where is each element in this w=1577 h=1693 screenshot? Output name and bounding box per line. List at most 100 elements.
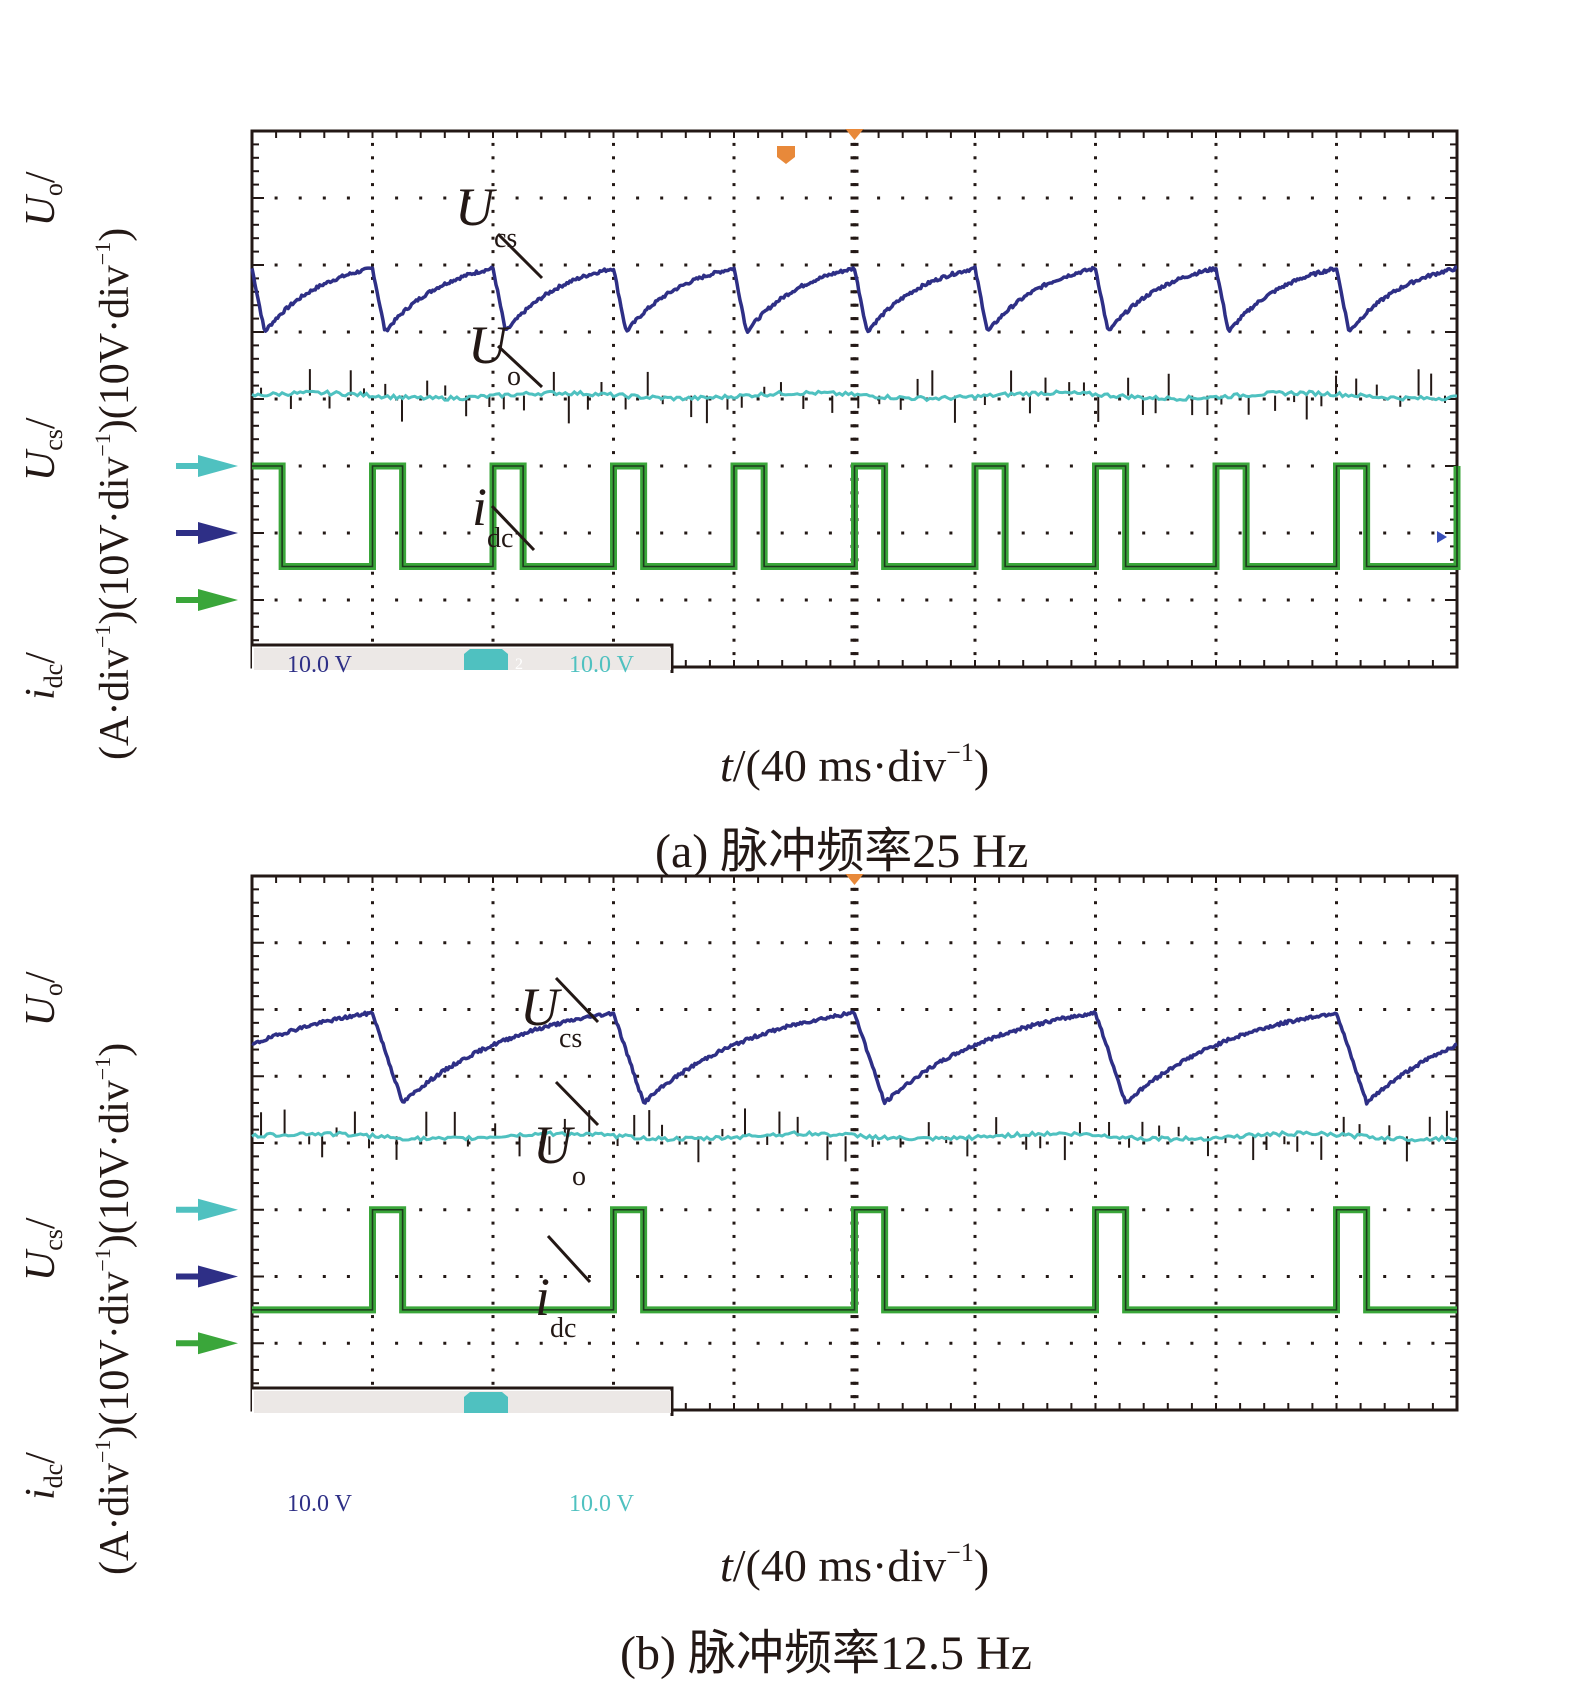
grid-dot [780,531,784,535]
center-axis-tick [850,276,859,280]
grid-dot [443,1008,447,1011]
grid-dot [1045,330,1049,334]
grid-dot [1431,1074,1435,1078]
grid-dot [1094,236,1097,240]
grid-dot [973,370,977,374]
grid-dot [1118,1141,1122,1145]
grid-dot [1214,1275,1218,1278]
grid-dot [395,196,399,200]
grid-dot [1214,1288,1218,1292]
grid-dot [684,531,688,535]
grid-dot [949,263,953,267]
grid-dot [274,196,278,200]
grid-dot [371,1048,374,1052]
grid-dot [732,142,736,146]
grid-dot [1335,142,1338,146]
grid-dot [973,156,977,160]
grid-dot [1094,357,1097,361]
grid-dot [539,397,543,401]
oscilloscope-plot-a [176,129,1461,673]
trace-outline-idc [252,1208,1457,1311]
grid-dot [1286,598,1290,602]
grid-dot [732,1181,736,1185]
grid-dot [925,531,929,535]
grid-dot [1359,1141,1363,1145]
grid-dot [491,142,495,146]
grid-dot [756,196,760,200]
grid-dot [443,531,447,535]
grid-dot [732,1328,736,1332]
grid-dot [828,196,832,200]
grid-dot [612,598,615,602]
grid-dot [973,1021,977,1025]
grid-dot [636,1008,640,1011]
grid-dot [491,1341,495,1345]
grid-dot [660,1074,664,1078]
grid-dot [1069,464,1073,468]
trace-Uo [251,1129,1458,1143]
grid-dot [828,1341,832,1345]
grid-dot [636,263,640,267]
grid-dot [732,424,736,428]
grid-dot [491,1128,495,1132]
grid-dot [539,531,543,535]
grid-dot [732,598,736,602]
grid-dot [1431,1008,1435,1011]
grid-dot [371,384,374,388]
grid-dot [1286,1074,1290,1078]
grid-dot [660,1341,664,1345]
grid-dot [1383,263,1387,267]
grid-dot [1431,1141,1435,1145]
grid-dot [997,1141,1001,1145]
grid-dot [1407,1074,1411,1078]
grid-dot [732,1101,736,1105]
grid-dot [612,981,615,985]
grid-dot [732,1248,736,1252]
grid-dot [371,1061,374,1065]
grid-dot [973,571,977,575]
grid-dot [1166,1341,1170,1345]
grid-dot [1045,1008,1049,1011]
grid-dot [1094,303,1097,307]
grid-dot [1335,196,1338,200]
grid-dot [371,1154,374,1158]
grid-dot [1359,196,1363,200]
grid-dot [612,196,615,200]
grid-dot [1335,1368,1338,1372]
grid-dot [1214,196,1218,200]
grid-dot [973,357,977,361]
grid-dot [1335,317,1338,321]
grid-dot [973,1101,977,1105]
grid-dot [371,370,374,374]
grid-dot [1335,290,1338,294]
grid-dot [467,598,471,602]
scale-bar [254,1391,671,1413]
grid-dot [1335,397,1338,401]
scale-bar-border [252,643,674,673]
grid-dot [973,183,977,187]
grid-dot [371,1315,374,1319]
grid-dot [1286,1208,1290,1212]
grid-dot [997,941,1001,945]
grid-dot [1045,1074,1049,1078]
grid-dot [539,330,543,334]
grid-dot [684,598,688,602]
grid-dot [1094,169,1097,173]
grid-dot [491,410,495,414]
grid-dot [1214,209,1218,213]
center-axis-tick [850,290,859,294]
grid-dot [732,343,736,347]
grid-dot [1262,1208,1266,1212]
grid-dot [1383,598,1387,602]
grid-dot [1094,250,1097,254]
grid-dot [1286,464,1290,468]
grid-dot [684,1141,688,1145]
grid-dot [732,1341,736,1345]
channel-arrow-icon-idc [198,589,238,611]
grid-dot [732,901,736,905]
grid-dot [1214,1194,1218,1198]
grid-dot [1407,1141,1411,1145]
grid-dot [1431,598,1435,602]
grid-dot [901,1074,905,1078]
grid-dot [1094,343,1097,347]
